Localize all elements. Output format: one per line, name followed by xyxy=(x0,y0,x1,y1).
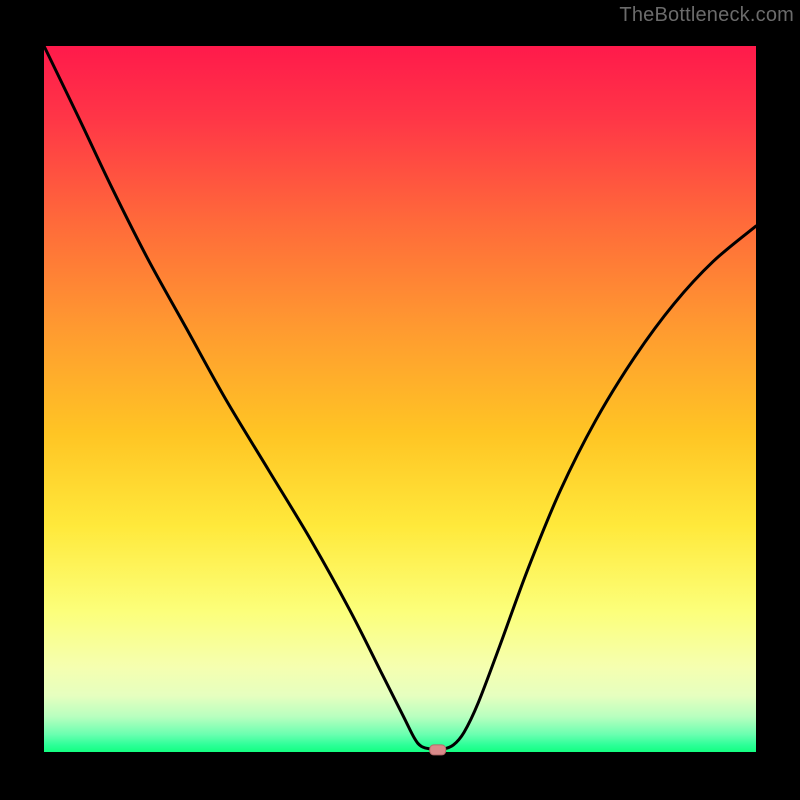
watermark-text: TheBottleneck.com xyxy=(619,4,794,27)
bottleneck-chart xyxy=(0,0,800,800)
chart-container: TheBottleneck.com xyxy=(0,0,800,800)
optimal-point-marker xyxy=(430,745,446,755)
plot-area xyxy=(44,46,756,752)
